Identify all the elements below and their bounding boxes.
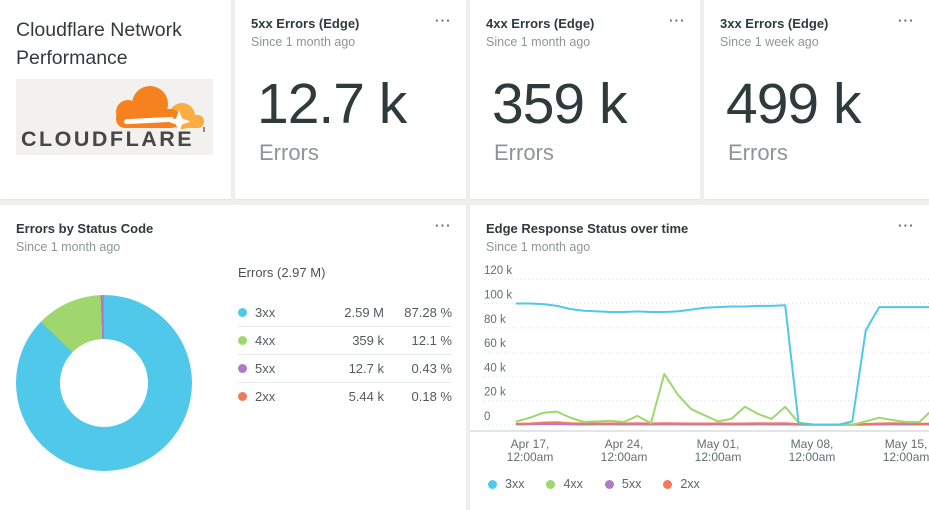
card-menu-icon[interactable]: ⋯ <box>434 11 452 31</box>
kpi-card-5xx: 5xx Errors (Edge) Since 1 month ago ⋯ 12… <box>235 0 466 199</box>
series-color-dot <box>238 364 247 373</box>
svg-text:12:00am: 12:00am <box>695 450 742 464</box>
kpi-timerange: Since 1 week ago <box>720 35 819 49</box>
svg-text:120 k: 120 k <box>484 265 512 277</box>
svg-text:12:00am: 12:00am <box>883 450 929 464</box>
kpi-timerange: Since 1 month ago <box>486 35 591 49</box>
svg-text:Apr 17,: Apr 17, <box>511 437 550 451</box>
facet-value: 2.59 M <box>344 304 384 320</box>
facet-row-5xx[interactable]: 5xx 12.7 k 0.43 % <box>238 354 452 382</box>
kpi-title: 4xx Errors (Edge) <box>486 16 595 31</box>
svg-text:0: 0 <box>484 411 490 423</box>
svg-text:40 k: 40 k <box>484 362 506 374</box>
logo-wordmark: CLOUDFLARE <box>21 127 194 151</box>
kpi-card-4xx: 4xx Errors (Edge) Since 1 month ago ⋯ 35… <box>470 0 700 199</box>
facet-table-title: Errors (2.97 M) <box>238 265 326 280</box>
donut-chart[interactable] <box>16 295 192 471</box>
chart-timerange: Since 1 month ago <box>16 240 121 254</box>
facet-name: 2xx <box>255 389 276 404</box>
svg-text:60 k: 60 k <box>484 338 506 350</box>
facet-table: Errors (2.97 M) 3xx 2.59 M 87.28 % 4xx 359 k… <box>238 265 452 410</box>
line-chart-legend: 3xx 4xx 5xx 2xx <box>488 477 700 491</box>
svg-text:12:00am: 12:00am <box>507 450 554 464</box>
series-color-dot <box>488 479 497 489</box>
kpi-unit-label: Errors <box>494 140 554 165</box>
card-menu-icon[interactable]: ⋯ <box>668 11 686 31</box>
dashboard-title-card: Cloudflare Network Performance CLOUDFLAR… <box>0 0 231 199</box>
facet-name: 4xx <box>255 333 276 348</box>
facet-percent: 12.1 % <box>411 333 452 348</box>
card-menu-icon[interactable]: ⋯ <box>897 216 915 236</box>
edge-response-status-card: Edge Response Status over time Since 1 m… <box>470 205 929 510</box>
facet-row-2xx[interactable]: 2xx 5.44 k 0.18 % <box>238 382 452 410</box>
kpi-value: 499 k <box>726 72 861 136</box>
legend-label: 5xx <box>621 477 642 491</box>
legend-item-4xx[interactable]: 4xx <box>546 477 583 491</box>
svg-text:May 08,: May 08, <box>791 437 834 451</box>
chart-timerange: Since 1 month ago <box>486 240 591 254</box>
svg-text:May 15,: May 15, <box>885 437 928 451</box>
card-menu-icon[interactable]: ⋯ <box>897 11 915 31</box>
facet-name: 5xx <box>255 361 276 376</box>
page-title: Cloudflare Network Performance <box>16 19 182 69</box>
legend-item-5xx[interactable]: 5xx <box>604 477 642 491</box>
series-color-dot <box>238 307 247 317</box>
kpi-unit-label: Errors <box>728 140 788 165</box>
facet-percent: 0.18 % <box>411 389 452 404</box>
facet-value: 359 k <box>352 333 384 348</box>
svg-text:12:00am: 12:00am <box>789 450 836 464</box>
legend-item-3xx[interactable]: 3xx <box>488 477 524 491</box>
facet-row-3xx[interactable]: 3xx 2.59 M 87.28 % <box>238 298 452 326</box>
facet-value: 5.44 k <box>348 389 384 404</box>
svg-text:100 k: 100 k <box>484 290 512 302</box>
facet-percent: 0.43 % <box>411 361 452 376</box>
facet-name: 3xx <box>255 304 276 320</box>
kpi-timerange: Since 1 month ago <box>251 35 356 49</box>
svg-text:80 k: 80 k <box>484 314 506 326</box>
legend-label: 2xx <box>680 477 700 491</box>
card-menu-icon[interactable]: ⋯ <box>434 216 452 236</box>
errors-by-status-code-card: Errors by Status Code Since 1 month ago … <box>0 205 466 510</box>
facet-row-4xx[interactable]: 4xx 359 k 12.1 % <box>238 326 452 354</box>
kpi-title: 5xx Errors (Edge) <box>251 16 360 31</box>
chart-title: Errors by Status Code <box>16 221 154 236</box>
kpi-card-3xx: 3xx Errors (Edge) Since 1 week ago ⋯ 499… <box>704 0 929 199</box>
chart-title: Edge Response Status over time <box>486 221 689 236</box>
series-color-dot <box>238 392 247 401</box>
legend-item-2xx[interactable]: 2xx <box>663 477 700 491</box>
kpi-title: 3xx Errors (Edge) <box>720 16 829 31</box>
cloudflare-logo: CLOUDFLARE <box>16 79 213 160</box>
kpi-value: 12.7 k <box>257 72 407 136</box>
series-color-dot <box>546 479 556 489</box>
svg-text:12:00am: 12:00am <box>601 450 648 464</box>
series-color-dot <box>604 479 614 489</box>
kpi-unit-label: Errors <box>259 140 319 165</box>
svg-text:Apr 24,: Apr 24, <box>605 437 644 451</box>
facet-percent: 87.28 % <box>404 304 452 320</box>
series-color-dot <box>238 336 247 345</box>
legend-label: 4xx <box>563 477 583 491</box>
kpi-value: 359 k <box>492 72 627 136</box>
cloudflare-cloud-icon <box>116 86 204 133</box>
facet-value: 12.7 k <box>348 361 384 376</box>
facet-table-rows: 3xx 2.59 M 87.28 % 4xx 359 k 12.1 % 5xx 12.7 k 0… <box>238 298 452 410</box>
legend-label: 3xx <box>505 477 525 491</box>
svg-text:20 k: 20 k <box>484 387 506 399</box>
series-color-dot <box>663 479 673 489</box>
svg-text:May 01,: May 01, <box>697 437 740 451</box>
